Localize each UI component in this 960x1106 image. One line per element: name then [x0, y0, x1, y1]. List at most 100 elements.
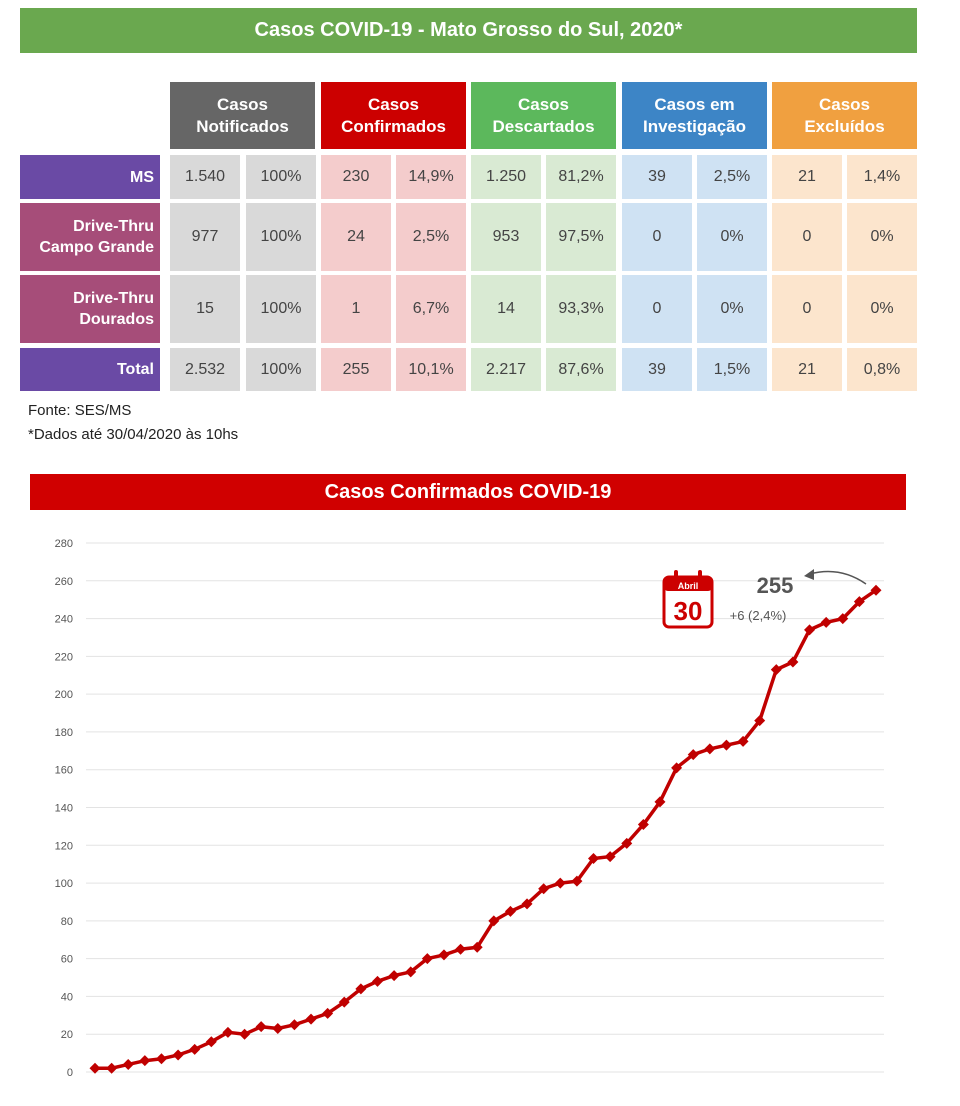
table-cell: 100%: [246, 275, 316, 343]
annotation-value: 255: [757, 573, 794, 598]
footnote: *Dados até 30/04/2020 às 10hs: [28, 426, 239, 443]
data-point: [106, 1062, 118, 1074]
header-line: Casos: [216, 94, 269, 114]
y-tick-label: 220: [55, 651, 73, 663]
data-point: [870, 584, 882, 596]
table-cell: 100%: [246, 348, 316, 391]
data-point: [720, 739, 732, 751]
row-label-line: Total: [116, 361, 154, 378]
table-cell: 230: [321, 155, 391, 199]
column-header: Casos Descartados: [471, 82, 616, 149]
data-point: [521, 898, 533, 910]
data-point: [754, 715, 766, 727]
table-cell: 10,1%: [396, 348, 466, 391]
table-cell: 6,7%: [396, 275, 466, 343]
data-point: [770, 664, 782, 676]
data-point: [588, 853, 600, 865]
row-label: Drive-Thru Dourados: [20, 275, 160, 343]
table-cell: 0: [772, 203, 842, 271]
data-point: [222, 1026, 234, 1038]
data-point: [155, 1053, 167, 1065]
row-label-line: Campo Grande: [39, 239, 154, 256]
table-cell: 39: [622, 155, 692, 199]
table-cell: 2,5%: [697, 155, 767, 199]
row-label-line: Drive-Thru: [73, 218, 154, 235]
table-cell: 15: [170, 275, 240, 343]
header-line: Investigação: [643, 116, 746, 136]
annotation-arrow: [804, 569, 867, 585]
table-cell: 1: [321, 275, 391, 343]
header-line: Casos: [367, 94, 420, 114]
row-label-line: Dourados: [79, 311, 154, 328]
data-point: [122, 1058, 134, 1070]
data-point: [637, 819, 649, 831]
table-cell: 100%: [246, 203, 316, 271]
calendar-day: 30: [674, 596, 703, 626]
data-point: [421, 953, 433, 965]
table-cell: 2.532: [170, 348, 240, 391]
y-tick-label: 80: [61, 916, 73, 928]
data-point: [504, 905, 516, 917]
data-point: [438, 949, 450, 961]
y-tick-label: 260: [55, 576, 73, 588]
data-point: [239, 1028, 251, 1040]
data-point: [804, 624, 816, 636]
data-point: [671, 762, 683, 774]
data-point: [189, 1043, 201, 1055]
column-header: Casos Notificados: [170, 82, 315, 149]
data-point: [455, 943, 467, 955]
data-point: [139, 1055, 151, 1067]
table-cell: 0: [622, 275, 692, 343]
table-cell: 24: [321, 203, 391, 271]
column-header: Casos em Investigação: [622, 82, 767, 149]
data-point: [305, 1013, 317, 1025]
data-point: [837, 613, 849, 625]
table-cell: 87,6%: [546, 348, 616, 391]
row-label: MS: [20, 155, 160, 199]
table-cell: 100%: [246, 155, 316, 199]
data-point: [322, 1007, 334, 1019]
y-tick-label: 100: [55, 878, 73, 890]
data-point: [488, 915, 500, 927]
column-header: Casos Confirmados: [321, 82, 466, 149]
page-title: Casos COVID-19 - Mato Grosso do Sul, 202…: [20, 8, 917, 53]
y-tick-label: 0: [67, 1067, 73, 1079]
y-axis-ticks: 0 20 40 60 80 100 120 140 160 180 200 220 240 260 280: [55, 538, 73, 1079]
column-header: Casos Excluídos: [772, 82, 917, 149]
y-tick-label: 40: [61, 991, 73, 1003]
data-point: [571, 875, 583, 887]
header-line: Confirmados: [341, 116, 446, 136]
data-point: [853, 596, 865, 608]
data-point: [604, 851, 616, 863]
y-tick-label: 120: [55, 840, 73, 852]
data-point: [554, 877, 566, 889]
series-points: [89, 584, 882, 1074]
table-cell: 14,9%: [396, 155, 466, 199]
y-tick-label: 140: [55, 803, 73, 815]
row-label: Drive-Thru Campo Grande: [20, 203, 160, 271]
table-cell: 0%: [697, 275, 767, 343]
y-tick-label: 160: [55, 765, 73, 777]
header-line: Descartados: [492, 116, 595, 136]
table-cell: 1.540: [170, 155, 240, 199]
table-cell: 1.250: [471, 155, 541, 199]
table-cell: 255: [321, 348, 391, 391]
table-cell: 1,5%: [697, 348, 767, 391]
table-cell: 81,2%: [546, 155, 616, 199]
header-line: Excluídos: [804, 116, 885, 136]
table-cell: 39: [622, 348, 692, 391]
data-point: [355, 983, 367, 995]
data-point: [820, 616, 832, 628]
table-cell: 0,8%: [847, 348, 917, 391]
data-point: [687, 749, 699, 761]
table-cell: 977: [170, 203, 240, 271]
table-cell: 953: [471, 203, 541, 271]
data-point: [787, 656, 799, 668]
y-tick-label: 200: [55, 689, 73, 701]
table-cell: 0%: [697, 203, 767, 271]
header-line: Casos: [818, 94, 871, 114]
y-tick-label: 280: [55, 538, 73, 550]
table-cell: 97,5%: [546, 203, 616, 271]
data-point: [621, 837, 633, 849]
data-point: [89, 1062, 101, 1074]
